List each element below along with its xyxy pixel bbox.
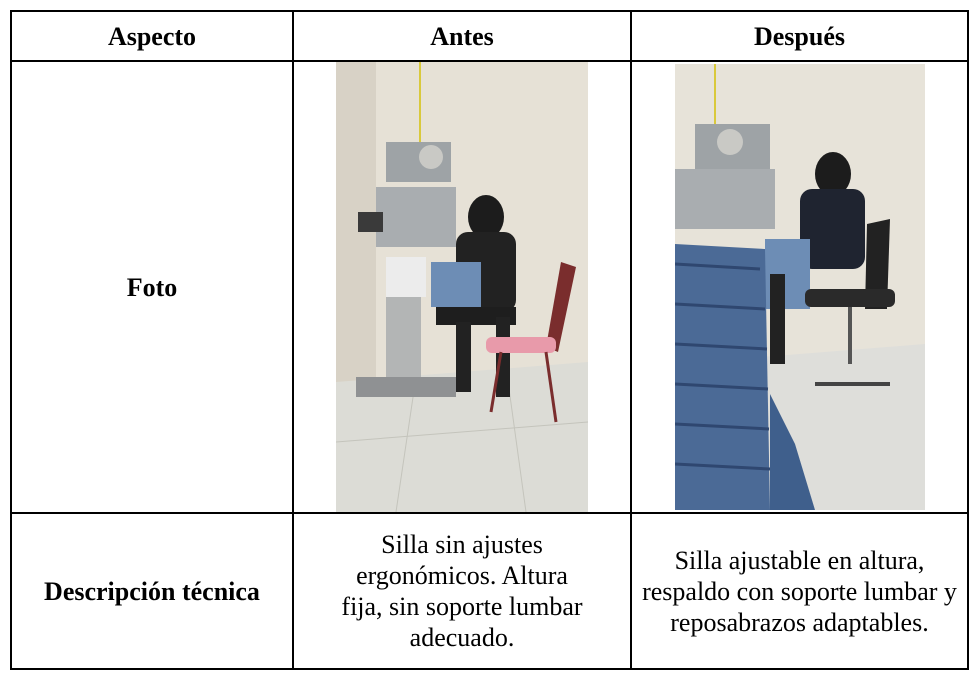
photo-cell xyxy=(630,60,969,514)
row-label: Descripción técnica xyxy=(10,512,294,670)
header-cell: Después xyxy=(630,10,969,62)
description-cell: Silla ajustable en altura, respaldo con … xyxy=(630,512,969,670)
photo-before xyxy=(336,62,588,512)
photo-after xyxy=(674,64,925,510)
description-cell: Silla sin ajustes ergonómicos. Altura fi… xyxy=(292,512,632,670)
photo-row: Foto xyxy=(10,60,969,514)
description-row: Descripción técnica Silla sin ajustes er… xyxy=(10,512,969,670)
comparison-table: Aspecto Antes Después Foto xyxy=(10,10,969,670)
header-cell: Aspecto xyxy=(10,10,294,62)
header-cell: Antes xyxy=(292,10,632,62)
header-row: Aspecto Antes Después xyxy=(10,10,969,62)
photo-cell xyxy=(292,60,632,514)
row-label: Foto xyxy=(10,60,294,514)
